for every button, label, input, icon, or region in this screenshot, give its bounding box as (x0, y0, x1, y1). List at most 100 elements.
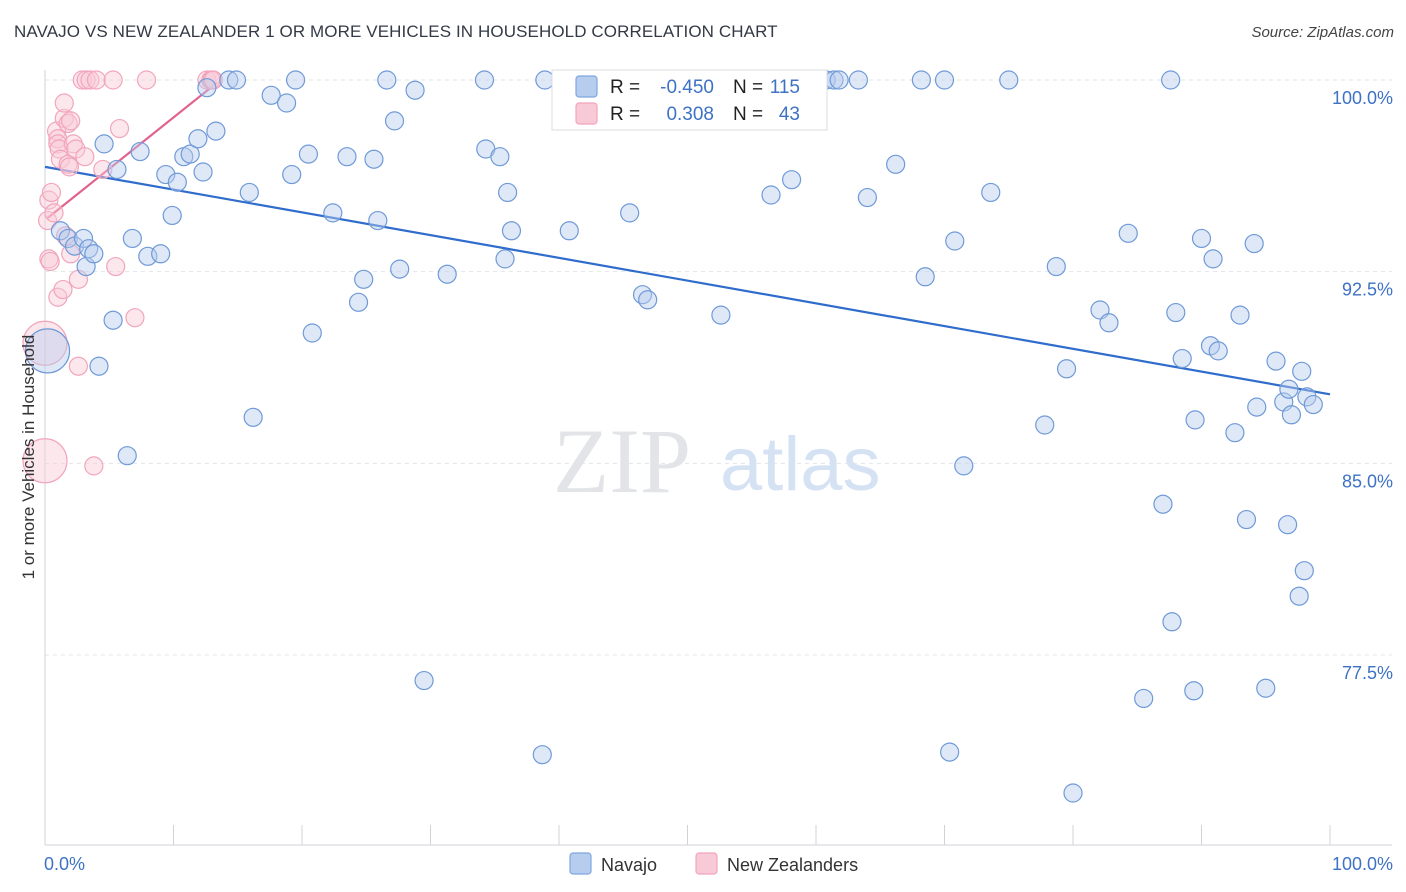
navajo-point (276, 93, 297, 113)
navajo-point (390, 259, 410, 279)
navajo-point (337, 147, 357, 167)
navajo-point (1225, 423, 1245, 443)
y-tick-label: 85.0% (1342, 471, 1393, 491)
navajo-point (498, 182, 518, 203)
navajo-point (377, 70, 397, 90)
navajo-point (1046, 256, 1066, 277)
legend-navajo-swatch (575, 75, 598, 98)
nz-point (22, 320, 68, 366)
legend-nz-n-value: 43 (779, 104, 800, 125)
legend-nz-r-value: 0.308 (666, 104, 714, 125)
navajo-point (219, 70, 239, 90)
navajo-point (1266, 351, 1286, 371)
navajo-legend-swatch (569, 852, 592, 875)
nz-point (75, 147, 95, 167)
nz-point (84, 456, 104, 476)
navajo-point (243, 407, 263, 427)
legend-nz-n-label: N = (733, 104, 763, 125)
navajo-point (559, 221, 579, 241)
nz-point (49, 139, 69, 159)
navajo-point (414, 670, 434, 691)
nz-point (40, 251, 60, 272)
navajo-point (323, 203, 343, 223)
navajo-point (1166, 302, 1186, 323)
legend-navajo-r-label: R = (610, 77, 640, 98)
source-label: Source: ZipAtlas.com (1251, 24, 1394, 41)
navajo-point (130, 141, 150, 162)
y-tick-label: 92.5% (1342, 280, 1393, 300)
chart-title: NAVAJO VS NEW ZEALANDER 1 OR MORE VEHICL… (14, 22, 778, 41)
nz-legend-swatch (695, 852, 718, 875)
nz-point (37, 210, 58, 231)
nz-point (54, 93, 74, 113)
correlation-legend: R = -0.450 N = 115 R = 0.308 N = 43 (551, 69, 828, 131)
navajo-point (302, 323, 322, 343)
navajo-point (848, 70, 869, 90)
nz-trend-line (46, 81, 218, 219)
navajo-point (857, 187, 878, 208)
navajo-point (1185, 410, 1205, 430)
watermark-zip: ZIP (553, 410, 691, 512)
navajo-point (1297, 387, 1317, 407)
navajo-point (405, 80, 425, 100)
legend-box (551, 69, 828, 131)
navajo-point (354, 269, 374, 289)
navajo-point (501, 221, 522, 241)
navajo-point (156, 164, 176, 185)
navajo-point (532, 745, 552, 765)
navajo-trend-line (44, 165, 1331, 396)
navajo-point (24, 328, 71, 374)
nz-points (22, 70, 223, 484)
navajo-point (954, 456, 974, 476)
navajo-point (886, 154, 906, 174)
navajo-point (1292, 361, 1312, 381)
navajo-point (364, 149, 384, 169)
navajo-point (58, 228, 78, 249)
nz-point (48, 129, 68, 149)
navajo-point (1134, 688, 1154, 709)
nz-point (44, 203, 64, 223)
navajo-point (84, 244, 104, 264)
navajo-point (117, 446, 137, 466)
navajo-point (781, 170, 802, 190)
navajo-point (761, 185, 781, 205)
x-tick-label-max: 100.0% (1332, 854, 1393, 874)
y-tick-label: 100.0% (1332, 88, 1393, 108)
nz-point (125, 308, 145, 328)
nz-point (80, 70, 100, 90)
navajo-point (1162, 612, 1182, 632)
nz-point (59, 157, 80, 177)
series-legend: Navajo New Zealanders (569, 852, 858, 875)
navajo-point (1289, 586, 1309, 606)
legend-navajo-n-value: 115 (770, 77, 800, 98)
nz-point (68, 356, 89, 376)
navajo-point (180, 144, 200, 164)
navajo-point (1279, 379, 1299, 399)
navajo-point (711, 305, 731, 325)
navajo-point (1118, 223, 1138, 243)
nz-point (86, 70, 107, 90)
navajo-point (934, 70, 955, 90)
navajo-point (1303, 394, 1323, 415)
navajo-point (1056, 359, 1077, 379)
navajo-point (535, 70, 555, 90)
legend-navajo-r-value: -0.450 (660, 77, 714, 98)
navajo-point (239, 182, 259, 203)
navajo-point (940, 742, 960, 762)
y-axis-title: 1 or more Vehicles in Household (19, 335, 38, 580)
nz-point (136, 70, 157, 90)
navajo-point (197, 78, 217, 98)
navajo-point (1035, 415, 1055, 435)
legend-nz-swatch (575, 102, 598, 125)
gridlines (45, 79, 1392, 656)
navajo-point (999, 70, 1019, 90)
navajo-point (122, 228, 142, 249)
navajo-point (829, 70, 849, 90)
navajo-point (206, 121, 226, 141)
navajo-point (1230, 305, 1250, 325)
navajo-point (1161, 70, 1181, 90)
navajo-point (107, 159, 127, 180)
x-axis-ticks (44, 825, 1331, 845)
y-tick-label: 77.5% (1342, 663, 1393, 683)
